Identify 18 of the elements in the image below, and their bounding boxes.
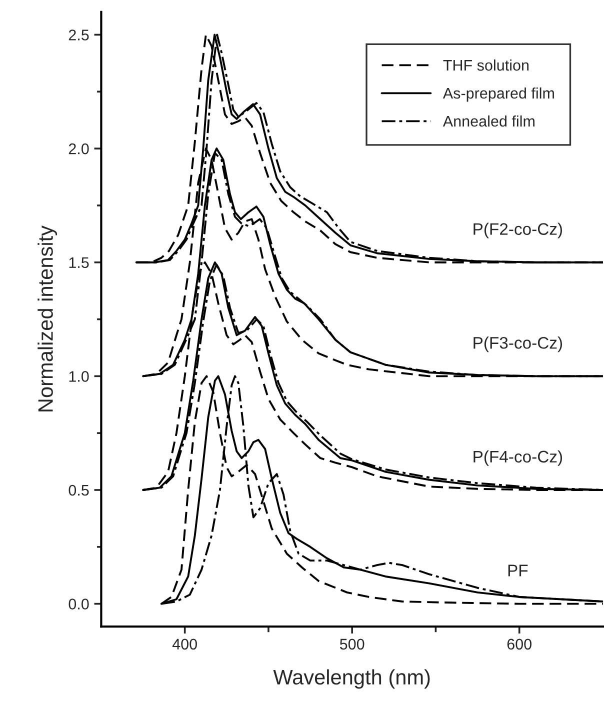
annotation: PF	[508, 564, 528, 576]
x-axis-title: Wavelength (nm)	[273, 669, 430, 689]
y-tick-label: 2.5	[68, 30, 89, 40]
y-tick-label: 0.5	[68, 484, 89, 496]
legend-label: THF solution	[443, 59, 529, 71]
x-tick-label: 600	[507, 638, 532, 650]
y-tick-label: 0.0	[68, 598, 89, 610]
legend-label: Annealed film	[442, 115, 534, 127]
y-tick-label: 1.0	[69, 371, 89, 382]
x-tick-label: 400	[172, 638, 197, 650]
y-axis-title: Normalized intensity	[38, 226, 58, 412]
annotation: P(F4-co-Cz)	[474, 450, 562, 466]
annotation: P(F3-co-Cz)	[474, 336, 562, 352]
x-tick-label: 500	[340, 638, 364, 650]
y-tick-label: 1.5	[69, 257, 89, 268]
y-tick-label: 2.0	[68, 143, 89, 154]
annotation: P(F2-co-Cz)	[474, 222, 562, 238]
legend-label: As-prepared film	[442, 87, 554, 102]
